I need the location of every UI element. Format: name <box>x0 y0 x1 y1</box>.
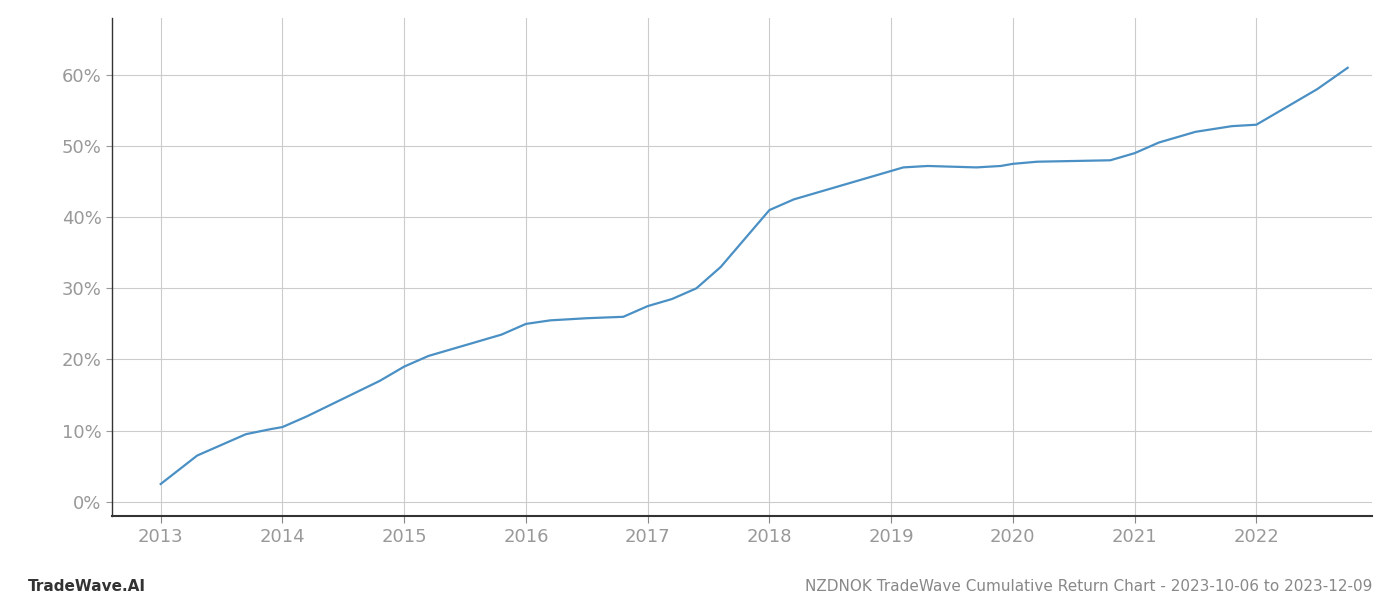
Text: TradeWave.AI: TradeWave.AI <box>28 579 146 594</box>
Text: NZDNOK TradeWave Cumulative Return Chart - 2023-10-06 to 2023-12-09: NZDNOK TradeWave Cumulative Return Chart… <box>805 579 1372 594</box>
